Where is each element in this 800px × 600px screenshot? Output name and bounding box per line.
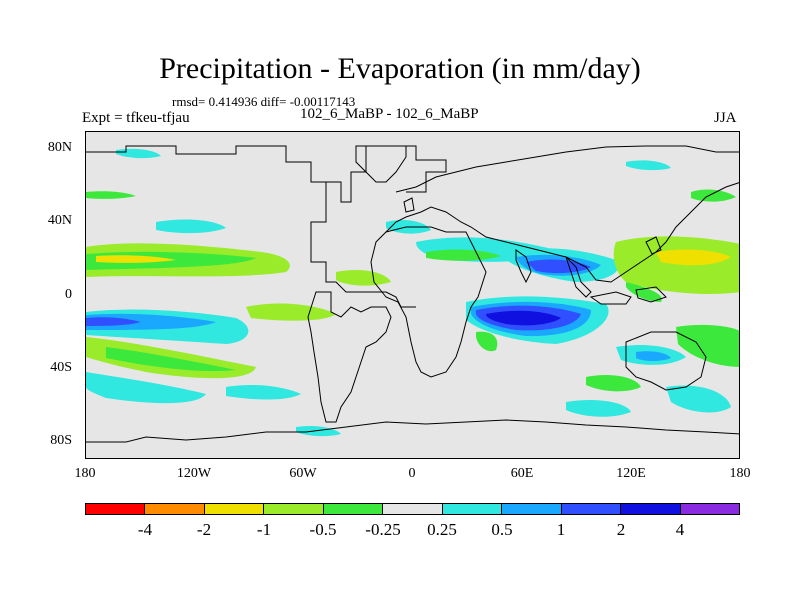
coastline: [326, 145, 447, 203]
map-panel: [85, 131, 740, 459]
colorbar-box: [145, 504, 205, 514]
coastline: [589, 291, 632, 305]
contour-region: [566, 400, 631, 417]
colorbar-box: [621, 504, 681, 514]
lat-label: 40N: [47, 213, 72, 228]
contour-region: [226, 384, 301, 400]
colorbar-label: 0.25: [427, 520, 457, 539]
colorbar-label: -1: [256, 520, 272, 539]
contour-region: [116, 148, 161, 159]
coastline: [307, 291, 392, 423]
colorbar-box: [680, 504, 739, 514]
coastline: [355, 145, 407, 183]
lon-label: 180: [729, 466, 751, 481]
contour-region: [86, 317, 141, 326]
contour-region: [246, 303, 336, 321]
lon-label: 60W: [289, 466, 317, 481]
lon-label: 120E: [616, 466, 646, 481]
colorbar-box: [204, 504, 265, 514]
lon-label: 180: [74, 466, 96, 481]
period-label: 102_6_MaBP - 102_6_MaBP: [300, 106, 479, 122]
contour-region: [656, 249, 731, 266]
contour-region: [626, 282, 662, 302]
colorbar-box: [86, 504, 146, 514]
colorbar-box: [502, 504, 562, 514]
lon-label: 120W: [176, 466, 212, 481]
colorbar: [85, 503, 740, 515]
coastline: [645, 236, 662, 255]
coastline: [86, 145, 416, 308]
contour-region: [86, 372, 206, 404]
lat-label: 40S: [50, 360, 72, 375]
contour-region: [336, 270, 391, 286]
contour-region: [156, 219, 226, 234]
colorbar-label: -4: [137, 520, 153, 539]
lon-label: 0: [408, 466, 416, 481]
contour-region: [106, 347, 236, 372]
contour-region: [86, 191, 136, 199]
contour-map: [86, 145, 739, 443]
coastline: [515, 249, 532, 284]
coastline: [86, 419, 739, 443]
season-label: JJA: [714, 110, 737, 126]
lon-label: 60E: [510, 466, 534, 481]
contour-region: [666, 385, 731, 413]
coastline: [385, 182, 739, 283]
contour-region: [96, 255, 176, 263]
experiment-label: Expt = tfkeu-tfjau: [82, 110, 190, 126]
colorbar-label: 2: [616, 520, 626, 539]
coastline: [635, 286, 667, 303]
contour-region: [296, 425, 341, 437]
colorbar-label: 1: [556, 520, 566, 539]
contour-region: [691, 189, 736, 202]
contour-region: [586, 375, 641, 392]
contour-region: [86, 313, 216, 330]
plot-title: Precipitation - Evaporation (in mm/day): [159, 52, 641, 85]
contour-region: [486, 310, 561, 326]
contour-region: [636, 351, 671, 361]
colorbar-box: [561, 504, 622, 514]
lat-label: 0: [65, 287, 72, 302]
coastline: [625, 331, 707, 391]
colorbar-box: [264, 504, 324, 514]
colorbar-box: [442, 504, 503, 514]
colorbar-label: -2: [196, 520, 212, 539]
contour-region: [476, 331, 498, 352]
colorbar-label: -0.25: [365, 520, 401, 539]
coastline: [403, 197, 415, 213]
contour-region: [613, 236, 739, 294]
coastline: [565, 256, 592, 298]
coastline: [370, 226, 487, 378]
colorbar-box: [323, 504, 384, 514]
continent-outlines: [86, 145, 739, 443]
contour-region: [526, 259, 591, 274]
lat-label: 80N: [47, 140, 72, 155]
colorbar-label: 4: [675, 520, 685, 539]
contour-region: [426, 249, 501, 261]
colorbar-label: -0.5: [309, 520, 337, 539]
lat-label: 80S: [50, 433, 72, 448]
contour-region: [676, 324, 739, 367]
coastline: [395, 145, 739, 193]
contour-region: [626, 160, 671, 171]
colorbar-label: 0.5: [491, 520, 513, 539]
colorbar-box: [383, 504, 443, 514]
stats-text: rmsd= 0.414936 diff= -0.00117143: [172, 94, 356, 109]
